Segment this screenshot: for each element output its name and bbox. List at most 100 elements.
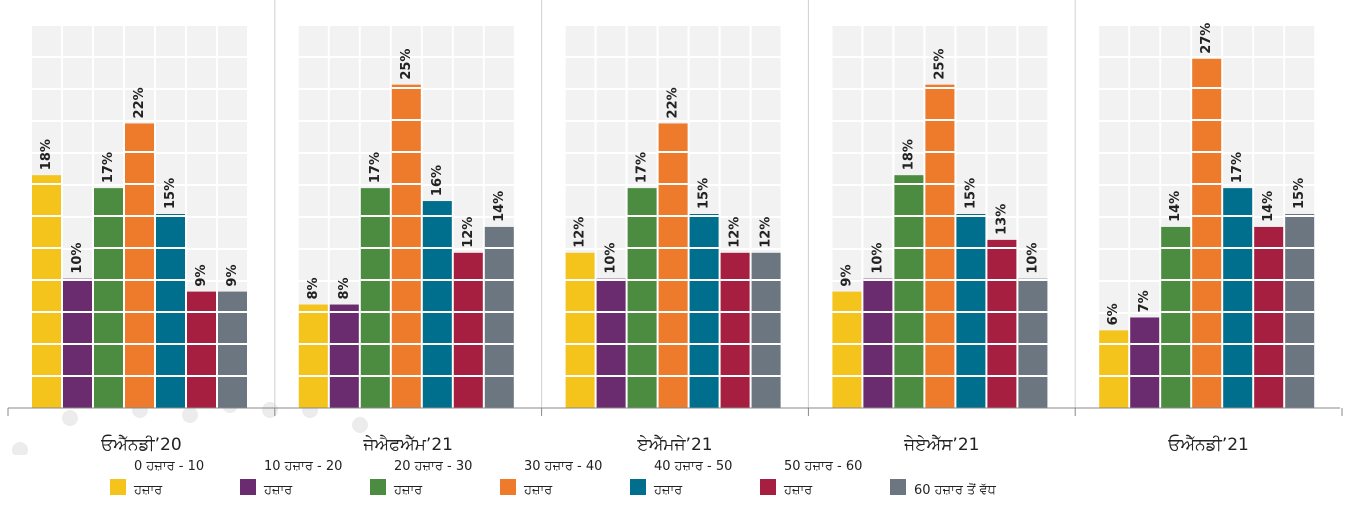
value-label: 18% [901,139,916,170]
bg-cell [187,26,216,56]
bg-cell [360,58,390,88]
bg-cell [298,122,328,152]
bg-cell [987,122,1017,152]
bg-cell [1161,26,1191,56]
value-label: 10% [870,243,885,274]
bg-cell [125,90,154,120]
bg-cell [956,26,986,56]
x-tick-label: ਓਐੱਨਡੀ’20 [100,435,182,455]
bg-cell [565,218,595,248]
bg-cell [1161,186,1191,216]
bg-cell [894,90,924,120]
bg-cell [1285,26,1315,56]
bg-cell [596,186,626,216]
bg-cell [720,90,750,120]
bg-cell [218,250,247,280]
bg-cell [156,122,185,152]
value-label: 14% [492,191,507,222]
bg-cell [32,58,61,88]
bg-cell [484,186,514,216]
legend-swatch [240,479,256,495]
bg-cell [63,218,92,248]
bar [94,188,123,408]
bg-cell [298,186,328,216]
bg-cell [1161,122,1191,152]
bg-cell [453,122,483,152]
bg-cell [156,58,185,88]
value-label: 16% [430,165,445,196]
bg-cell [751,122,781,152]
bg-cell [218,58,247,88]
bg-cell [298,58,328,88]
bar [453,252,483,408]
bar [1161,226,1191,408]
bg-cell [422,90,452,120]
bar [391,84,421,409]
bg-cell [484,122,514,152]
bg-cell [956,90,986,120]
bg-cell [565,154,595,184]
bg-cell [1130,250,1160,280]
bg-cell [187,154,216,184]
bg-cell [1223,26,1253,56]
bg-cell [689,122,719,152]
bg-cell [565,26,595,56]
bg-cell [218,90,247,120]
legend-item: 50 ਹਜ਼ਾਰ - 60 ਹਜ਼ਾਰ [760,455,890,503]
legend-swatch [760,479,776,495]
bar [218,291,247,408]
decor-dot [182,407,198,423]
bg-cell [187,250,216,280]
bg-cell [1161,58,1191,88]
bg-cell [720,218,750,248]
bg-cell [187,186,216,216]
bg-cell [329,154,359,184]
bg-cell [689,90,719,120]
legend-swatch [370,479,386,495]
bg-cell [453,26,483,56]
bg-cell [1254,122,1284,152]
chart: 18% 10% 17% 22% 15% 9% 9% ਓਐੱਨਡੀ’20 8% 8% 17% 25% 16… [7,0,1343,455]
bg-cell [453,186,483,216]
bg-cell [125,58,154,88]
bg-cell [1285,90,1315,120]
bg-cell [94,58,123,88]
bg-cell [329,250,359,280]
bg-cell [63,122,92,152]
x-tick-label: ਓਐੱਨਡੀ’21 [1167,435,1249,455]
bg-cell [63,58,92,88]
bg-cell [391,26,421,56]
value-label: 18% [39,139,54,170]
bg-cell [751,58,781,88]
bg-cell [187,90,216,120]
bg-cell [832,26,862,56]
bar [484,226,514,408]
x-tick-label: ਜੇਏਐੱਸ’21 [903,435,979,455]
bg-cell [187,218,216,248]
bg-cell [1130,218,1160,248]
bg-cell [832,58,862,88]
bg-cell [187,122,216,152]
bg-cell [329,58,359,88]
bg-cell [720,122,750,152]
bg-cell [329,186,359,216]
bg-cell [689,58,719,88]
bg-cell [1018,26,1048,56]
bg-cell [422,122,452,152]
bg-cell [689,186,719,216]
bg-cell [751,186,781,216]
value-label: 13% [994,204,1009,235]
legend-label: 40 ਹਜ਼ਾਰ - 50 ਹਜ਼ਾਰ [654,459,733,498]
decor-dot [62,410,78,426]
bg-cell [63,250,92,280]
bar [1130,317,1160,408]
bg-cell [453,218,483,248]
bg-cell [1130,282,1160,312]
bg-cell [956,58,986,88]
bg-cell [298,26,328,56]
bg-cell [1254,154,1284,184]
legend-swatch [890,479,906,495]
bg-cell [863,58,893,88]
value-label: 9% [839,265,854,287]
bg-cell [1285,58,1315,88]
